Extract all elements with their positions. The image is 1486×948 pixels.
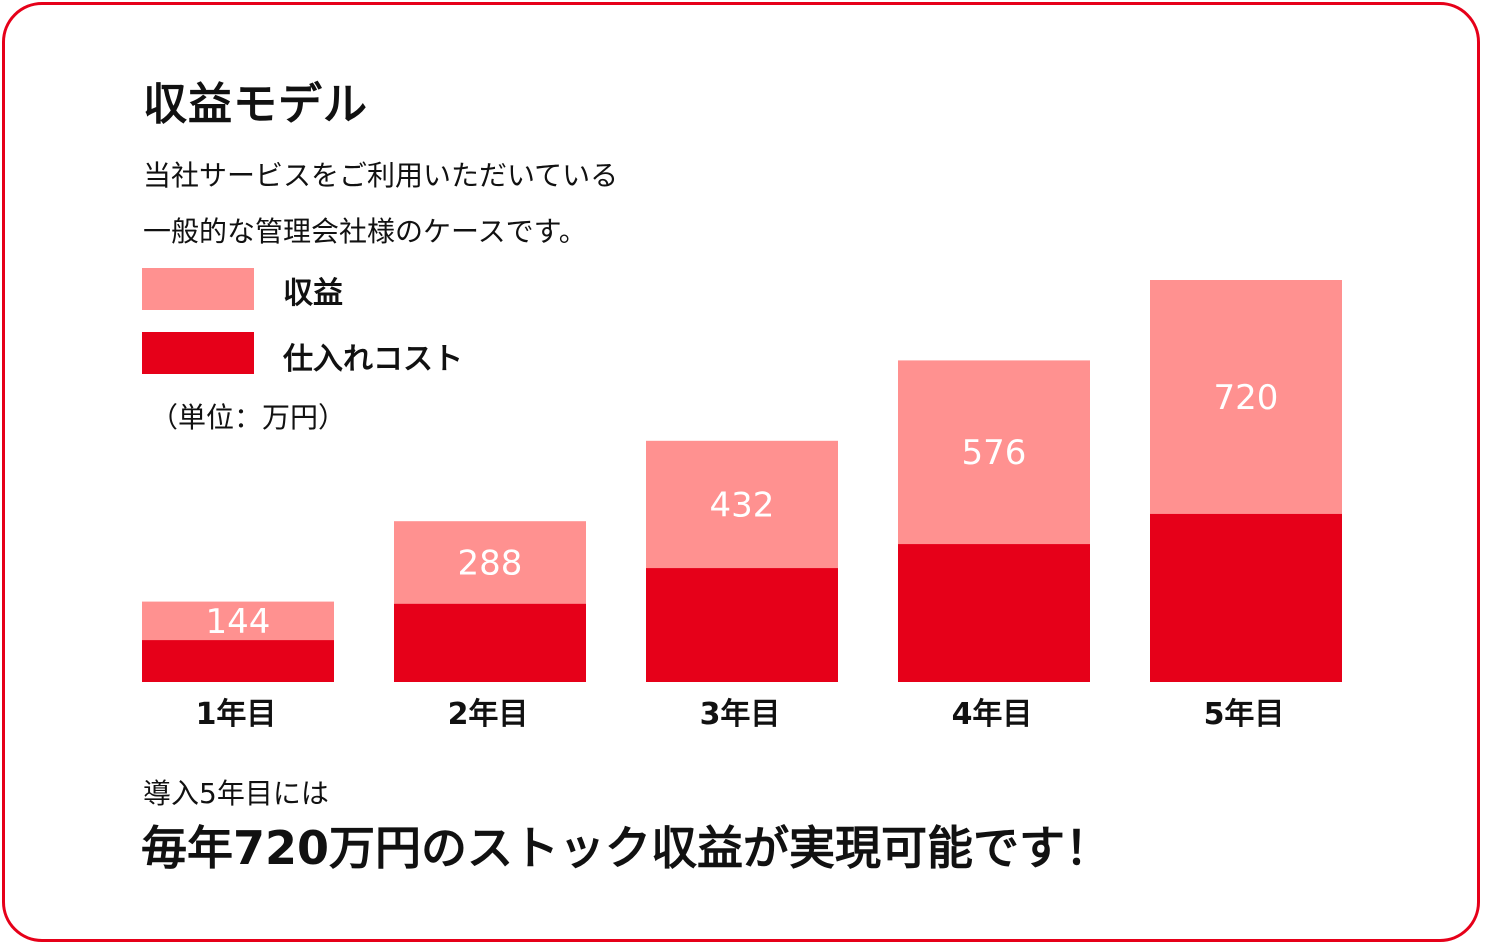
page-title: 収益モデル bbox=[143, 79, 368, 130]
description-line-1: 当社サービスをご利用いただいている bbox=[143, 159, 619, 192]
bar-cost bbox=[394, 603, 586, 682]
bar-cost bbox=[142, 640, 334, 682]
bar-cost bbox=[898, 544, 1090, 682]
data-label: 576 bbox=[962, 433, 1027, 473]
description: 当社サービスをご利用いただいている 一般的な管理会社様のケースです。 bbox=[143, 148, 618, 260]
bar-cost bbox=[646, 568, 838, 682]
x-tick-label: 3年目 bbox=[700, 697, 781, 732]
data-label: 432 bbox=[710, 485, 775, 525]
legend-label-revenue: 収益 bbox=[283, 276, 343, 311]
data-label: 144 bbox=[206, 602, 271, 642]
legend-swatch-revenue bbox=[142, 268, 254, 310]
data-label: 720 bbox=[1214, 378, 1279, 418]
unit-label: （単位：万円） bbox=[150, 401, 347, 434]
footer-headline: 毎年720万円のストック収益が実現可能です！ bbox=[141, 821, 1112, 875]
x-tick-label: 1年目 bbox=[196, 697, 277, 732]
bar-cost bbox=[1150, 513, 1342, 682]
footer-note: 導入5年目には bbox=[143, 777, 329, 810]
data-label: 288 bbox=[458, 544, 523, 584]
x-tick-label: 5年目 bbox=[1204, 697, 1285, 732]
x-tick-label: 2年目 bbox=[448, 697, 529, 732]
legend-swatch-cost bbox=[142, 332, 254, 374]
x-tick-label: 4年目 bbox=[952, 697, 1033, 732]
description-line-2: 一般的な管理会社様のケースです。 bbox=[143, 215, 587, 248]
legend-label-cost: 仕入れコスト bbox=[283, 342, 463, 377]
